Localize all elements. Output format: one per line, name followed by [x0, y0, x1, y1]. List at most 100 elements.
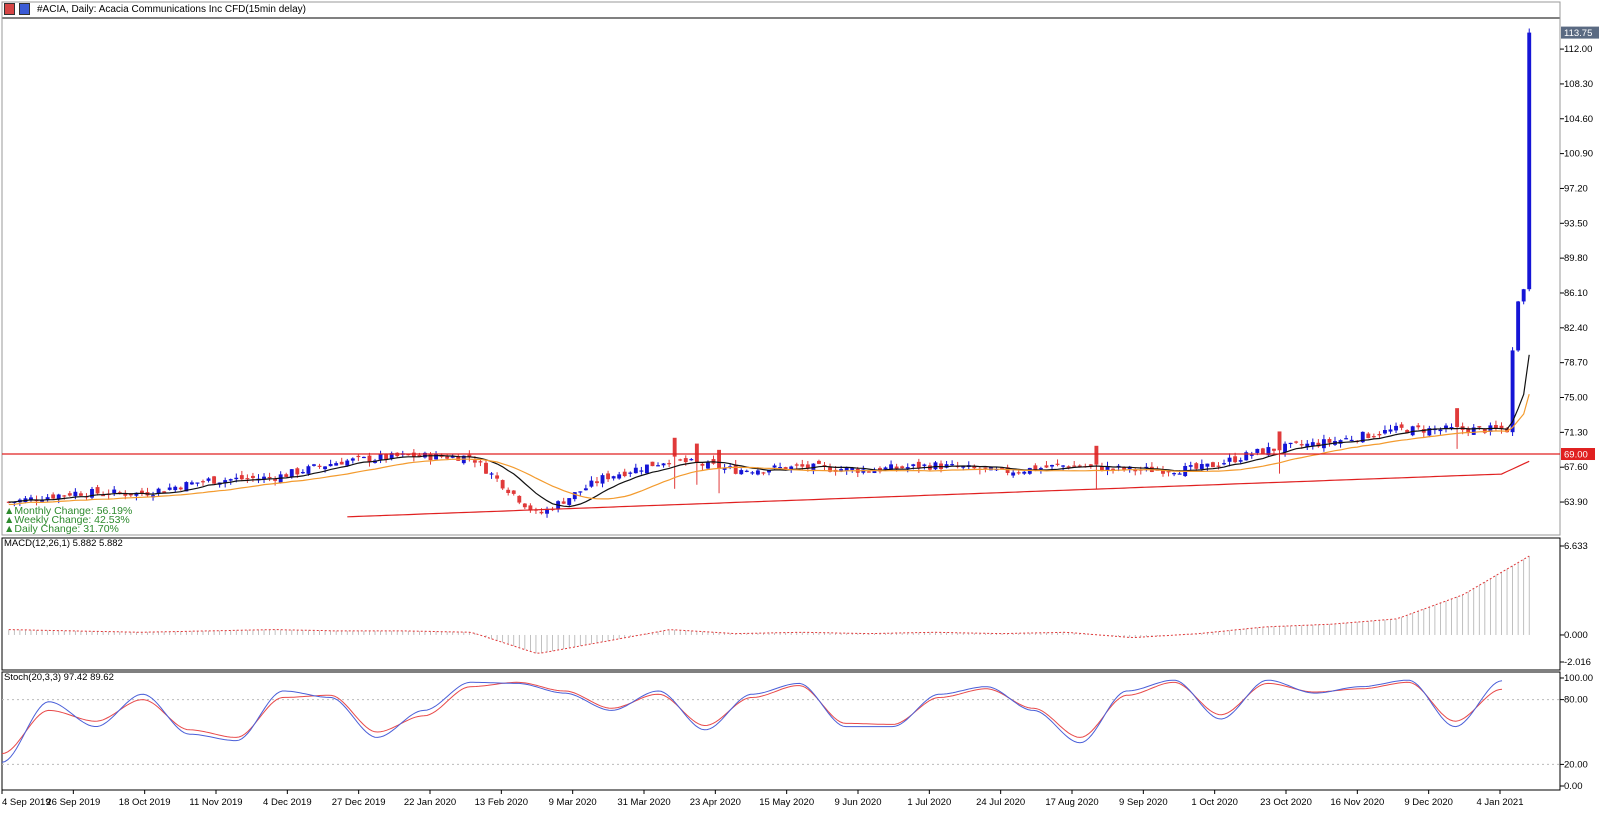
- candle-body: [389, 453, 394, 459]
- candle-body: [905, 467, 910, 469]
- macd-histogram: [8, 556, 1530, 654]
- candle-body: [250, 475, 255, 479]
- monthly-change: ▲Monthly Change: 56.19%: [4, 505, 133, 517]
- macd-tick-label: 6.633: [1564, 541, 1588, 552]
- candle-body: [589, 480, 594, 487]
- candle-body: [1510, 350, 1515, 433]
- x-tick-label: 4 Sep 2019: [2, 797, 51, 808]
- price-tick-label: 78.70: [1564, 358, 1588, 369]
- candle-body: [178, 487, 183, 490]
- candle-body: [844, 467, 849, 472]
- candle-body: [456, 455, 461, 461]
- candle-body: [595, 481, 599, 484]
- last-price-text: 113.75: [1564, 28, 1592, 39]
- candle-body: [889, 464, 894, 470]
- candle-body: [56, 494, 61, 500]
- candle-body: [112, 489, 117, 494]
- candle-body: [156, 488, 161, 494]
- candle-body: [317, 465, 322, 467]
- candle-body: [1438, 429, 1443, 432]
- candle-body: [428, 453, 433, 461]
- x-tick-label: 4 Dec 2019: [263, 797, 312, 808]
- candle-body: [450, 455, 455, 458]
- candle-body: [239, 475, 244, 480]
- candle-body: [1338, 440, 1343, 444]
- candle-body: [689, 459, 694, 461]
- candle-body: [478, 461, 483, 463]
- candle-body: [1482, 428, 1487, 433]
- x-tick-label: 31 Mar 2020: [617, 797, 670, 808]
- candle-body: [539, 511, 544, 514]
- candle-body: [717, 449, 722, 469]
- candle-body: [816, 460, 821, 464]
- x-tick-label: 15 May 2020: [759, 797, 814, 808]
- candle-body: [273, 478, 278, 481]
- x-tick-label: 13 Feb 2020: [475, 797, 528, 808]
- candle-body: [767, 470, 771, 473]
- candle-body: [1288, 442, 1293, 445]
- candle-body: [339, 461, 344, 465]
- candle-body: [794, 464, 799, 466]
- candle-body: [289, 469, 294, 477]
- indicator-icon[interactable]: [19, 3, 30, 15]
- candle-body: [639, 470, 644, 472]
- candle-body: [883, 467, 888, 470]
- candle-body: [744, 470, 749, 472]
- candle-body: [606, 473, 611, 480]
- candle-body: [212, 476, 217, 484]
- title-bar: #ACIA, Daily: Acacia Communications Inc …: [0, 0, 1564, 18]
- candle-body: [1455, 408, 1460, 427]
- price-tick-label: 82.40: [1564, 323, 1588, 334]
- candle-body: [1277, 431, 1282, 451]
- candle-body: [173, 486, 178, 491]
- candle-body: [1161, 469, 1165, 474]
- candle-body: [40, 500, 45, 502]
- macd-label: MACD(12,26,1) 5.882 5.882: [4, 538, 123, 549]
- candle-body: [206, 478, 211, 481]
- stoch-tick-label: 0.00: [1564, 781, 1583, 792]
- candle-body: [1283, 443, 1288, 453]
- candle-body: [972, 466, 977, 469]
- price-tick-label: 89.80: [1564, 253, 1588, 264]
- candle-body: [1077, 465, 1082, 467]
- stoch-tick-label: 80.00: [1564, 695, 1588, 706]
- candle-body: [1327, 438, 1332, 443]
- last-price-tag: [1561, 26, 1599, 39]
- price-tick-label: 67.60: [1564, 462, 1588, 473]
- candle-body: [195, 482, 200, 484]
- candle-body: [1388, 429, 1393, 432]
- candle-body: [1416, 425, 1421, 428]
- candle-body: [678, 459, 683, 461]
- candle-body: [650, 461, 655, 467]
- candle-body: [189, 482, 194, 485]
- candle-body: [1516, 301, 1521, 351]
- candle-body: [800, 464, 805, 467]
- candle-body: [1294, 441, 1299, 443]
- candle-body: [117, 492, 122, 494]
- candle-body: [1066, 466, 1071, 468]
- candle-body: [733, 464, 738, 474]
- candle-body: [267, 476, 272, 479]
- candle-body: [1011, 472, 1016, 476]
- candle-body: [755, 470, 760, 475]
- candle-body: [1449, 427, 1454, 429]
- candle-body: [1244, 452, 1249, 461]
- candle-body: [6, 501, 11, 503]
- candle-body: [1493, 425, 1498, 429]
- price-tick-label: 97.20: [1564, 183, 1588, 194]
- candle-body: [805, 464, 810, 469]
- candle-body: [872, 470, 877, 474]
- candle-body: [667, 463, 672, 465]
- candle-body: [944, 464, 949, 468]
- candle-body: [1050, 464, 1054, 467]
- candle-body: [1405, 430, 1410, 434]
- candle-body: [67, 493, 72, 496]
- candle-body: [1349, 439, 1354, 442]
- candle-body: [900, 466, 905, 469]
- candle-body: [839, 469, 844, 472]
- candle-body: [1055, 463, 1060, 465]
- chart-type-icon[interactable]: [4, 3, 15, 15]
- candle-body: [1227, 457, 1232, 462]
